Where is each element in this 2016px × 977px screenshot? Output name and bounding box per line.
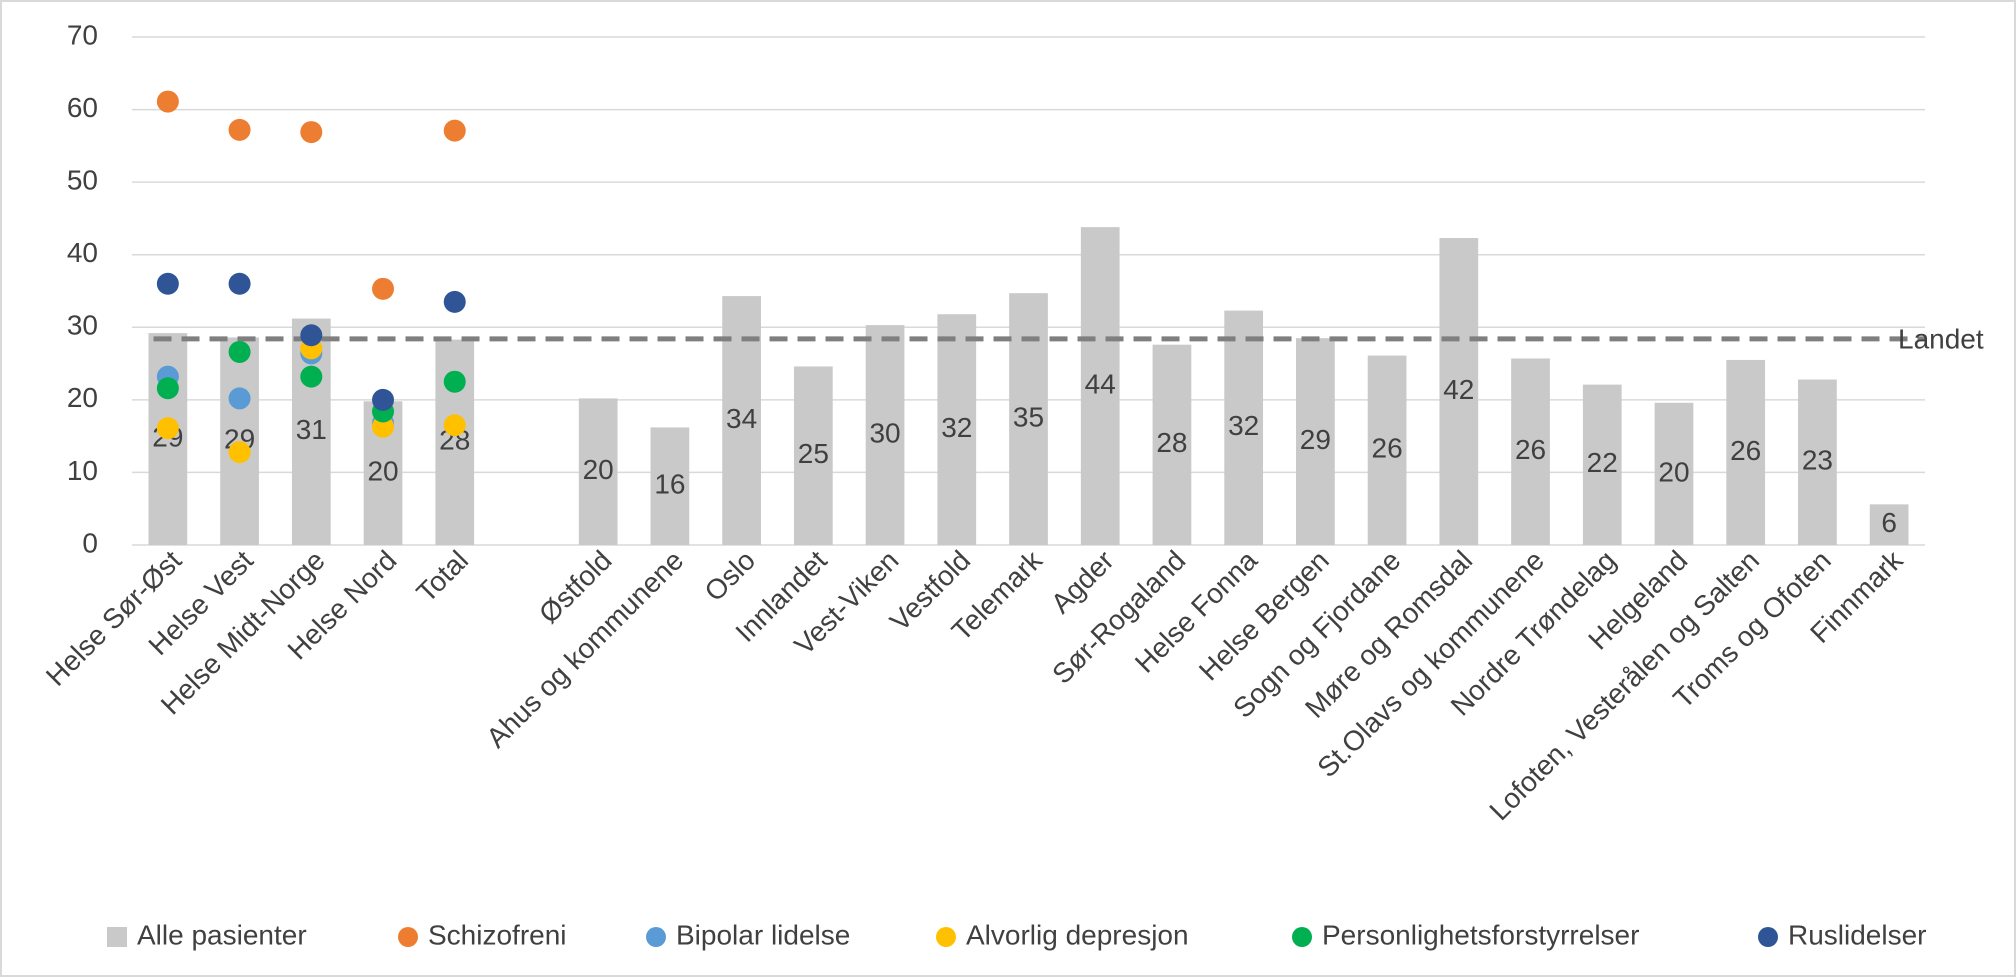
point bbox=[156, 377, 179, 400]
point bbox=[228, 272, 251, 295]
point bbox=[228, 441, 251, 464]
legend-swatch bbox=[646, 927, 666, 947]
data-label: 32 bbox=[941, 412, 972, 443]
data-label: 32 bbox=[1228, 410, 1259, 441]
data-label: 35 bbox=[1013, 401, 1044, 432]
point bbox=[228, 387, 251, 410]
point bbox=[372, 277, 395, 300]
point bbox=[443, 119, 466, 142]
legend-label: Schizofreni bbox=[428, 919, 567, 950]
bar bbox=[1009, 293, 1048, 545]
y-tick-label: 0 bbox=[82, 527, 98, 558]
bar bbox=[1152, 344, 1192, 545]
point bbox=[156, 272, 179, 295]
bar bbox=[865, 325, 905, 545]
y-tick-label: 40 bbox=[67, 237, 98, 268]
bar bbox=[1654, 402, 1694, 545]
legend-swatch bbox=[936, 927, 956, 947]
point bbox=[300, 324, 323, 347]
data-label: 44 bbox=[1085, 368, 1116, 399]
bar bbox=[1869, 504, 1909, 545]
legend-label: Alvorlig depresjon bbox=[966, 919, 1189, 950]
data-label: 23 bbox=[1802, 445, 1833, 476]
reference-label: Landet bbox=[1898, 323, 1984, 354]
bar bbox=[1439, 238, 1479, 545]
bar bbox=[1296, 338, 1335, 545]
legend-label: Alle pasienter bbox=[137, 919, 307, 950]
legend-label: Personlighetsforstyrrelser bbox=[1322, 919, 1639, 950]
legend-swatch bbox=[1758, 927, 1778, 947]
data-label: 26 bbox=[1372, 433, 1403, 464]
y-tick-label: 10 bbox=[67, 455, 98, 486]
data-label: 29 bbox=[1300, 424, 1331, 455]
data-label: 16 bbox=[654, 469, 685, 500]
point bbox=[156, 417, 179, 440]
y-tick-label: 20 bbox=[67, 382, 98, 413]
point bbox=[300, 121, 323, 144]
data-label: 22 bbox=[1587, 447, 1618, 478]
bar bbox=[1726, 359, 1766, 545]
data-label: 26 bbox=[1515, 434, 1546, 465]
data-label: 6 bbox=[1881, 507, 1897, 538]
data-label: 42 bbox=[1443, 374, 1474, 405]
bar bbox=[937, 314, 977, 545]
data-label: 20 bbox=[367, 456, 398, 487]
bar bbox=[578, 398, 618, 545]
bar bbox=[1367, 355, 1407, 545]
point bbox=[372, 415, 395, 438]
legend-swatch bbox=[398, 927, 418, 947]
y-tick-label: 50 bbox=[67, 165, 98, 196]
legend-swatch bbox=[107, 927, 127, 947]
legend-label: Bipolar lidelse bbox=[676, 919, 850, 950]
point bbox=[228, 118, 251, 141]
legend-label: Ruslidelser bbox=[1788, 919, 1927, 950]
bar bbox=[1511, 358, 1550, 545]
point bbox=[443, 414, 466, 437]
y-tick-label: 30 bbox=[67, 310, 98, 341]
data-label: 31 bbox=[296, 414, 327, 445]
bar bbox=[1582, 384, 1622, 545]
bar bbox=[1080, 227, 1120, 545]
data-label: 28 bbox=[1156, 427, 1187, 458]
data-label: 20 bbox=[1658, 456, 1689, 487]
point bbox=[156, 90, 179, 113]
legend-swatch bbox=[1292, 927, 1312, 947]
bar bbox=[650, 427, 690, 545]
point bbox=[443, 290, 466, 313]
data-label: 20 bbox=[583, 454, 614, 485]
bar bbox=[1798, 379, 1837, 545]
point bbox=[443, 370, 466, 393]
point bbox=[372, 388, 395, 411]
y-tick-label: 60 bbox=[67, 92, 98, 123]
data-label: 25 bbox=[798, 438, 829, 469]
y-tick-label: 70 bbox=[67, 19, 98, 50]
data-label: 26 bbox=[1730, 435, 1761, 466]
bar bbox=[793, 366, 833, 545]
bar bbox=[1224, 310, 1264, 545]
data-label: 34 bbox=[726, 403, 757, 434]
point bbox=[300, 365, 323, 388]
point bbox=[228, 340, 251, 363]
data-label: 30 bbox=[869, 417, 900, 448]
